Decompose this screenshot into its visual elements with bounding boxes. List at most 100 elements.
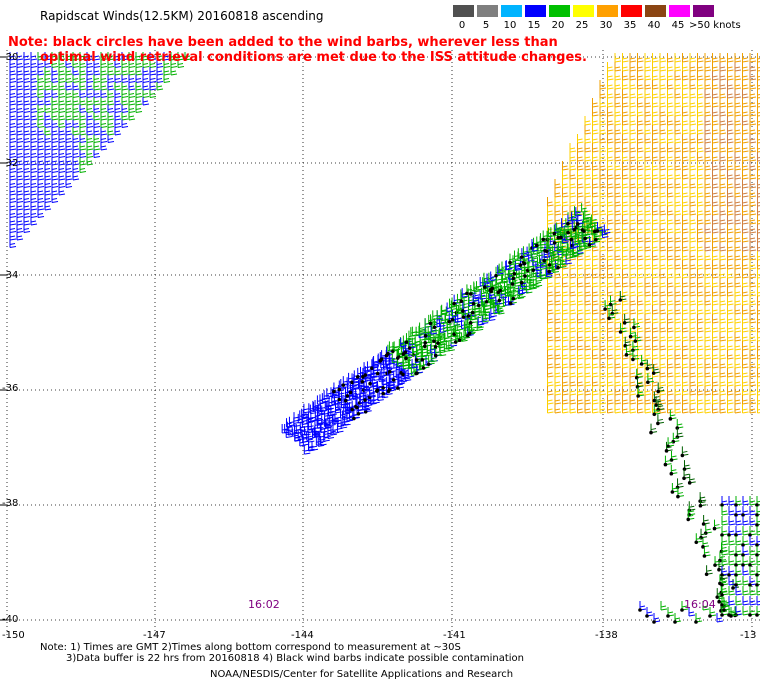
wind-barb <box>697 197 704 207</box>
wind-barb <box>629 395 637 405</box>
wind-barb <box>652 188 659 198</box>
wind-barb <box>128 104 136 113</box>
wind-barb <box>742 80 749 90</box>
wind-barb <box>547 287 554 297</box>
wind-barb <box>428 314 437 326</box>
wind-barb <box>135 74 143 83</box>
wind-barb <box>72 172 80 181</box>
wind-barb <box>749 197 757 207</box>
wind-barb <box>674 116 682 126</box>
wind-barb <box>694 613 703 624</box>
wind-barb <box>629 296 637 306</box>
wind-barb <box>9 67 17 76</box>
wind-barb <box>93 149 101 158</box>
wind-barb <box>599 377 607 387</box>
wind-barb <box>719 224 727 234</box>
wind-barb <box>667 62 674 72</box>
wind-barb <box>577 161 584 171</box>
wind-barb <box>667 206 674 216</box>
wind-barb <box>682 296 689 306</box>
wind-barb <box>607 260 614 270</box>
wind-barb <box>659 125 667 135</box>
wind-barb <box>93 89 101 98</box>
wind-barb <box>72 52 80 61</box>
wind-barb <box>697 260 704 270</box>
wind-barb <box>682 395 689 405</box>
wind-barb <box>674 233 682 243</box>
wind-barb <box>734 296 742 306</box>
wind-barb <box>704 98 712 108</box>
wind-barb <box>547 359 554 369</box>
wind-barb <box>689 242 697 252</box>
wind-barb <box>689 359 697 369</box>
wind-barb <box>719 260 727 270</box>
wind-barb <box>659 143 667 153</box>
wind-barb <box>51 104 59 113</box>
wind-barb <box>697 404 704 414</box>
wind-barb <box>644 305 652 315</box>
wind-barb <box>742 197 749 207</box>
wind-barb <box>142 59 150 68</box>
wind-barb <box>58 82 66 91</box>
wind-barb <box>749 377 757 387</box>
wind-barb <box>44 127 52 136</box>
wind-barb <box>644 395 652 405</box>
legend-swatch <box>525 5 546 17</box>
wind-barb <box>742 170 749 180</box>
wind-barb <box>697 80 704 90</box>
wind-barb <box>607 332 614 342</box>
wind-barb <box>729 607 738 618</box>
wind-barb <box>644 107 652 117</box>
wind-barb <box>742 404 749 414</box>
time-label: 16:02 <box>248 598 280 611</box>
wind-barb <box>107 59 115 68</box>
wind-barb <box>667 170 674 180</box>
wind-barb <box>37 194 45 203</box>
wind-barb <box>734 197 742 207</box>
wind-barb <box>93 82 101 91</box>
wind-barb <box>79 52 87 61</box>
wind-barb <box>569 296 577 306</box>
wind-barb <box>603 300 612 311</box>
wind-barb <box>562 161 569 171</box>
wind-barb <box>554 404 562 414</box>
wind-barb <box>689 134 697 144</box>
wind-barb <box>749 116 757 126</box>
wind-barb <box>734 269 742 279</box>
wind-barb <box>30 67 38 76</box>
wind-barb <box>682 260 689 270</box>
wind-barb <box>728 516 736 526</box>
wind-barb <box>646 373 654 385</box>
wind-barb <box>682 323 689 333</box>
wind-barb <box>629 215 637 225</box>
wind-barb <box>128 82 136 91</box>
wind-barb <box>622 80 629 90</box>
wind-barb <box>562 350 569 360</box>
wind-barb <box>652 71 659 81</box>
wind-barb <box>30 164 38 173</box>
wind-barb <box>749 287 757 297</box>
wind-barb <box>592 296 599 306</box>
lon-label: -141 <box>443 630 466 641</box>
wind-barb <box>636 387 645 398</box>
wind-barb <box>712 260 719 270</box>
wind-barb <box>562 170 569 180</box>
wind-barb <box>742 314 749 324</box>
wind-barb <box>727 368 734 378</box>
wind-barb <box>644 386 652 396</box>
wind-barb <box>719 323 727 333</box>
wind-barb <box>682 161 689 171</box>
wind-barb <box>659 152 667 162</box>
wind-barb <box>749 404 757 414</box>
wind-barb <box>734 368 742 378</box>
wind-barb <box>135 97 143 106</box>
wind-barb <box>23 52 31 61</box>
wind-barb <box>607 116 614 126</box>
wind-barb <box>577 359 584 369</box>
wind-barb <box>607 125 614 135</box>
wind-barb <box>16 217 24 226</box>
wind-barb <box>365 382 373 392</box>
wind-barb <box>554 350 562 360</box>
wind-barb <box>79 112 87 121</box>
wind-barb <box>629 62 637 72</box>
